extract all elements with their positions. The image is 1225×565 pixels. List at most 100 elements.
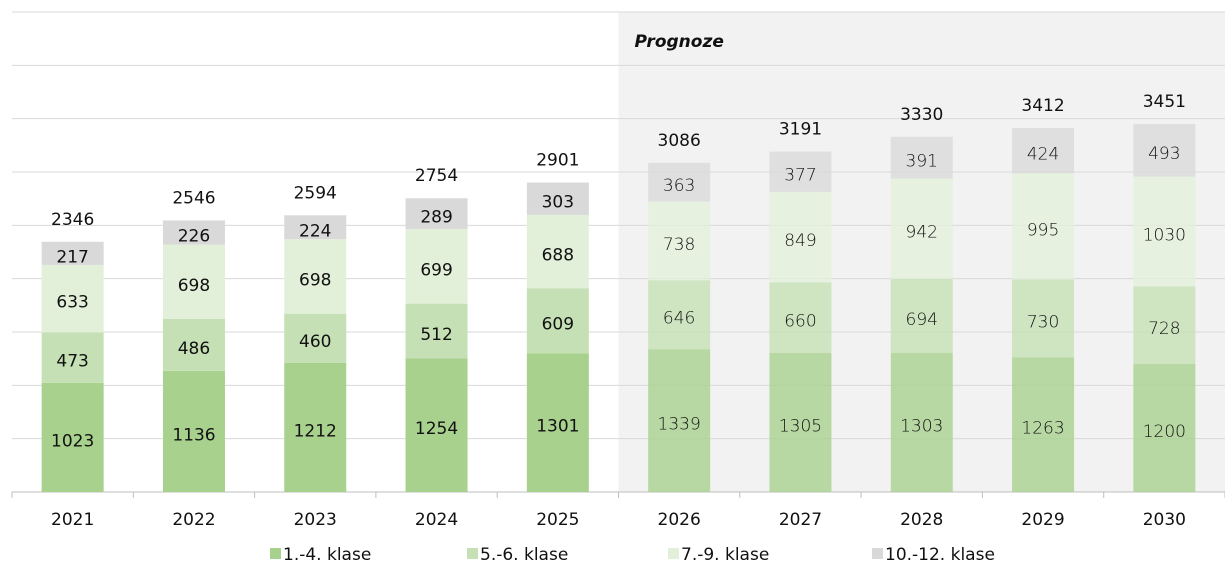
legend-label: 5.-6. klase [480,545,568,565]
bar-segment [769,282,832,353]
total-label: 3086 [658,131,701,151]
bar-segment [648,162,711,202]
x-tick-label: 2030 [1143,510,1186,530]
value-label: 730 [1027,312,1059,332]
legend-swatch [668,548,679,559]
bar-segment [405,198,468,230]
bar-segment [405,358,468,492]
bar-segment [162,318,225,371]
total-label: 2754 [415,166,458,186]
value-label: 609 [542,315,574,335]
bar-segment [1133,123,1196,177]
value-label: 728 [1148,319,1180,339]
value-label: 391 [906,152,938,172]
bar-segment [1012,128,1075,174]
bar-segment [1133,286,1196,364]
bar-segment [1012,279,1075,358]
x-tick-label: 2027 [779,510,822,530]
x-tick-label: 2026 [658,510,701,530]
value-label: 1200 [1143,422,1186,442]
value-label: 1136 [172,425,215,445]
value-label: 512 [420,325,452,345]
value-label: 217 [56,247,88,267]
value-label: 698 [299,270,331,290]
value-label: 473 [56,352,88,372]
forecast-label: Prognoze [635,32,724,52]
bar-segment [405,229,468,304]
bar-segment [526,214,589,289]
bar-segment [41,264,104,333]
legend-swatch [270,548,281,559]
value-label: 688 [542,246,574,266]
bar-segment [769,191,832,283]
value-label: 633 [56,293,88,313]
value-label: 1254 [415,419,458,439]
value-label: 694 [906,310,938,330]
x-tick-label: 2021 [51,510,94,530]
bar-segment [284,362,347,492]
total-label: 3191 [779,120,822,140]
value-label: 303 [542,193,574,213]
bar-segment [162,220,225,245]
legend-swatch [467,548,478,559]
value-label: 1023 [51,431,94,451]
total-label: 3330 [900,105,943,125]
value-label: 363 [663,176,695,196]
value-label: 698 [178,276,210,296]
bar-segment [162,244,225,319]
x-tick-label: 2028 [900,510,943,530]
total-label: 2346 [51,210,94,230]
bar-segment [890,353,953,492]
x-tick-label: 2024 [415,510,458,530]
bar-segment [1012,173,1075,280]
x-tick-label: 2023 [294,510,337,530]
bar-segment [41,332,104,383]
value-label: 377 [784,166,816,186]
value-label: 1303 [900,417,943,437]
bar-segment [41,382,104,492]
value-label: 995 [1027,220,1059,240]
legend-label: 10.-12. klase [885,545,995,565]
bar-segment [284,215,347,240]
bar-segment [648,349,711,492]
value-label: 1305 [779,416,822,436]
total-label: 2546 [172,188,215,208]
bar-segment [41,241,104,265]
value-label: 486 [178,339,210,359]
total-label: 2901 [536,151,579,171]
value-label: 1212 [294,421,337,441]
bar-segment [648,201,711,281]
bar-segment [1133,364,1196,492]
bar-segment [769,352,832,492]
value-label: 1263 [1021,419,1064,439]
bar-segment [526,288,589,354]
value-label: 699 [420,260,452,280]
value-label: 224 [299,221,331,241]
value-label: 646 [663,309,695,329]
bar-segment [162,370,225,492]
bar-segment [405,303,468,359]
bar-segment [769,151,832,192]
bar-segment [890,136,953,179]
value-label: 849 [784,231,816,251]
value-label: 424 [1027,145,1059,165]
value-label: 1301 [536,417,579,437]
bar-segment [890,178,953,279]
value-label: 1030 [1143,225,1186,245]
bar-segment [526,182,589,215]
value-label: 942 [906,223,938,243]
bar-segment [890,278,953,354]
value-label: 226 [178,226,210,246]
legend-label: 7.-9. klase [681,545,769,565]
value-label: 1339 [658,415,701,435]
bar-segment [284,239,347,314]
value-label: 493 [1148,144,1180,164]
total-label: 2594 [294,183,337,203]
legend-swatch [872,548,883,559]
x-tick-label: 2025 [536,510,579,530]
bar-segment [1133,176,1196,287]
bar-segment [284,313,347,363]
legend-label: 1.-4. klase [283,545,371,565]
total-label: 3451 [1143,92,1186,112]
